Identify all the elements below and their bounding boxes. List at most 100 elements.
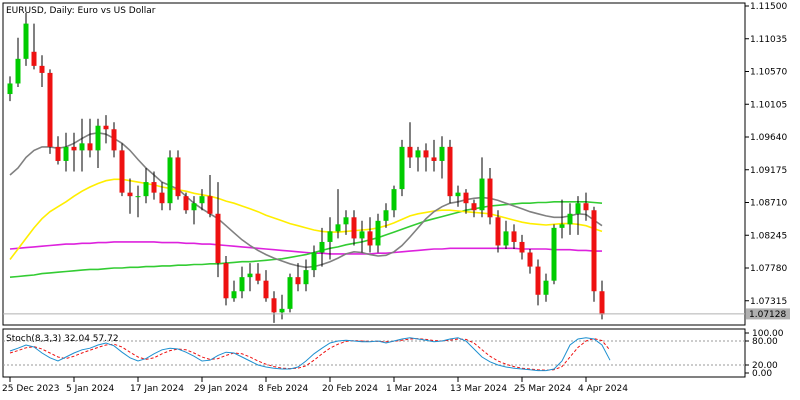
candle-body-up	[63, 146, 69, 161]
price-tick-label: 1.10105	[750, 100, 787, 110]
main-chart-frame	[2, 2, 746, 326]
candle	[79, 118, 85, 172]
candle-body-down	[423, 150, 429, 158]
candle	[407, 122, 413, 168]
candle	[7, 76, 13, 102]
candle-body-up	[375, 220, 381, 246]
candle	[391, 185, 397, 218]
candle-body-up	[231, 291, 237, 299]
price-tick-label: 1.07780	[750, 264, 787, 274]
candle	[447, 139, 453, 204]
candle	[287, 273, 293, 313]
candle-body-up	[503, 231, 509, 246]
candle	[215, 182, 221, 278]
candle	[103, 115, 109, 144]
candle-body-up	[543, 280, 549, 295]
candle-body-down	[55, 146, 61, 161]
candle-body-up	[383, 210, 389, 221]
price-tick-label: 1.08245	[750, 231, 787, 241]
candle-body-down	[471, 203, 477, 211]
candle	[279, 294, 285, 320]
candle	[527, 248, 533, 274]
candle-body-down	[367, 231, 373, 246]
candle	[183, 192, 189, 214]
ma-green-line	[9, 201, 603, 278]
candle-body-down	[103, 125, 109, 130]
candle	[207, 175, 213, 218]
candle-body-up	[335, 224, 341, 232]
candle-body-up	[455, 192, 461, 197]
candle-body-down	[207, 196, 213, 214]
candle	[311, 245, 317, 278]
candle	[423, 143, 429, 172]
candle-body-down	[87, 143, 93, 151]
candle-body-down	[463, 192, 469, 204]
candle	[367, 217, 373, 253]
candle-body-down	[159, 192, 165, 204]
candle	[263, 270, 269, 302]
current-price-label: 1.07128	[749, 310, 786, 320]
candle-body-up	[575, 203, 581, 214]
stoch-tick-label: 0.00	[752, 369, 772, 379]
candle-body-down	[431, 157, 437, 161]
candle	[415, 146, 421, 172]
candle	[351, 210, 357, 246]
candle-body-down	[151, 182, 157, 193]
price-axis: 1.11500 1.11035 1.10570 1.10105 1.09640 1.091…	[745, 2, 787, 307]
candle-body-up	[319, 241, 325, 253]
candle-body-down	[591, 210, 597, 292]
candle	[431, 139, 437, 172]
stochastic-lines	[9, 337, 611, 372]
price-tick-label: 1.11500	[750, 2, 787, 12]
price-tick-label: 1.10570	[750, 68, 787, 78]
candle-body-down	[583, 203, 589, 211]
candle	[175, 150, 181, 200]
candle-body-up	[247, 273, 253, 278]
candle-body-up	[399, 146, 405, 190]
candle	[167, 150, 173, 211]
candle-body-up	[303, 270, 309, 285]
price-tick-label: 1.11035	[750, 35, 787, 45]
candle-body-down	[263, 280, 269, 299]
candle-body-down	[487, 178, 493, 218]
candle	[479, 157, 485, 218]
stochastic-label: Stoch(8,3,3) 32.04 57.72	[6, 334, 119, 344]
candle	[439, 136, 445, 179]
candle	[399, 139, 405, 197]
candle-body-down	[223, 263, 229, 299]
candle	[95, 118, 101, 168]
candle-body-up	[143, 182, 149, 197]
chart-title: EURUSD, Daily: Euro vs US Dollar	[6, 6, 156, 16]
candle	[511, 224, 517, 249]
candle	[583, 192, 589, 221]
candle	[503, 220, 509, 249]
candle-body-down	[511, 231, 517, 242]
candle	[47, 69, 53, 154]
candle-body-down	[183, 196, 189, 211]
candle-body-up	[343, 217, 349, 225]
ma-magenta-line	[9, 241, 602, 255]
candlesticks	[7, 13, 605, 323]
candle-body-down	[255, 273, 261, 281]
date-tick-label: 25 Mar 2024	[514, 384, 571, 394]
candle-body-up	[79, 143, 85, 151]
candle	[343, 210, 349, 235]
candle-body-down	[527, 252, 533, 267]
price-tick-label: 1.08710	[750, 199, 787, 209]
candle-body-up	[287, 277, 293, 309]
date-tick-label: 1 Mar 2024	[386, 384, 438, 394]
candle	[87, 118, 93, 158]
candle-body-down	[127, 192, 133, 197]
candle	[255, 263, 261, 285]
candle-body-up	[391, 189, 397, 211]
date-axis: 25 Dec 2023 5 Jan 2024 17 Jan 2024 29 Jan 2…	[2, 377, 628, 394]
candle	[383, 203, 389, 228]
candle	[31, 23, 37, 70]
candle-body-up	[95, 125, 101, 151]
candle-body-down	[599, 291, 605, 315]
candle-body-down	[407, 146, 413, 158]
candle-body-down	[295, 277, 301, 285]
candle	[159, 182, 165, 211]
